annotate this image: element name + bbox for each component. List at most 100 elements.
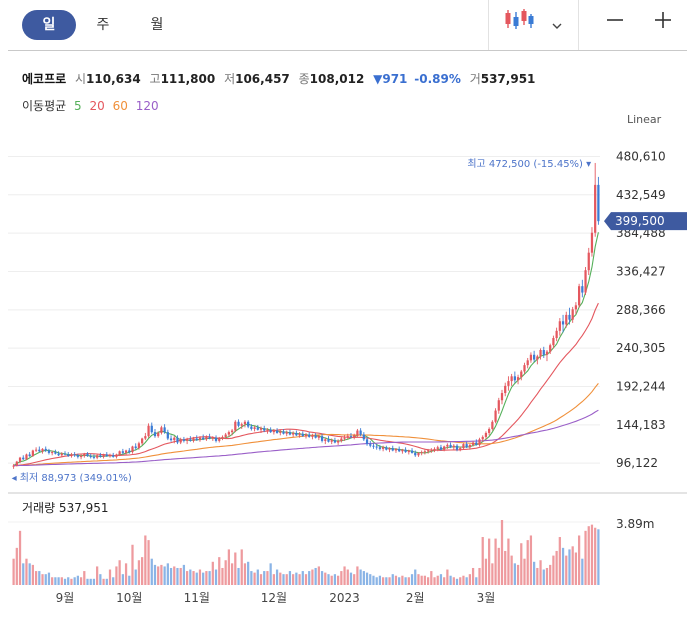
candle-body	[70, 454, 73, 457]
candle-body	[520, 371, 523, 378]
candle-body	[47, 450, 51, 453]
volume-bar	[253, 572, 256, 585]
candle-body	[99, 455, 102, 457]
candle-body	[452, 445, 455, 448]
period-tab-week[interactable]: 주	[96, 17, 110, 33]
volume-bar	[105, 578, 108, 585]
volume-bar	[211, 561, 214, 585]
volume-bar	[349, 572, 353, 585]
candle-body	[311, 435, 314, 437]
volume-bar	[102, 578, 105, 585]
candle-body	[253, 427, 256, 429]
volume-bar	[227, 549, 231, 585]
volume-bar	[455, 578, 459, 585]
candlestick-icon	[504, 1, 534, 49]
candle-body	[28, 454, 31, 457]
x-tick-label: 2월	[406, 591, 425, 605]
candle-body	[455, 445, 459, 450]
volume-bar	[28, 563, 31, 585]
candle-body	[404, 449, 407, 453]
low-value: 106,457	[235, 72, 290, 86]
candle-body	[552, 338, 555, 346]
volume-bar	[320, 571, 324, 585]
zoom-out-button[interactable]	[592, 0, 638, 50]
chevron-down-icon[interactable]	[552, 1, 562, 49]
volume-bar	[417, 574, 420, 585]
candle-body	[529, 354, 533, 361]
candle-body	[108, 455, 112, 457]
y-tick-label: 432,549	[616, 188, 666, 202]
period-tab-month[interactable]: 월	[150, 17, 164, 33]
candle-body	[401, 449, 404, 452]
volume-bar	[141, 557, 144, 585]
volume-bar	[500, 520, 504, 585]
candle-body	[144, 436, 147, 439]
candle-body	[542, 349, 545, 355]
volume-bar	[237, 567, 240, 585]
candle-body	[507, 381, 510, 386]
toolbar-divider	[578, 0, 579, 50]
volume-bar	[465, 577, 468, 585]
candle-body	[375, 446, 378, 448]
candle-body	[513, 376, 516, 381]
volume-bar	[166, 563, 169, 585]
candle-body	[359, 430, 362, 435]
candle-body	[237, 421, 240, 426]
volume-bar	[15, 547, 18, 585]
volume-bar	[314, 567, 317, 585]
candle-body	[166, 432, 169, 439]
zoom-in-button[interactable]	[640, 0, 686, 50]
candle-body	[182, 439, 186, 441]
volume-bar	[452, 577, 455, 585]
candle-body	[420, 452, 423, 454]
volume-bar	[44, 574, 47, 585]
candle-body	[343, 437, 346, 439]
moving-average-legend[interactable]: 이동평균 5 20 60 120	[22, 97, 159, 114]
volume-bar	[597, 529, 600, 585]
moving-average-label: 이동평균	[22, 99, 67, 113]
period-tab-day[interactable]: 일	[22, 10, 76, 40]
change-percent: -0.89%	[414, 72, 461, 86]
chart-type-button[interactable]	[496, 0, 570, 50]
candle-body	[314, 435, 317, 438]
volume-bar	[163, 566, 166, 585]
x-tick-label: 10월	[116, 591, 142, 605]
volume-bar	[22, 563, 25, 585]
volume-bar	[462, 575, 465, 585]
candle-body	[128, 450, 131, 453]
current-price-tag	[604, 212, 687, 231]
candle-body	[587, 252, 590, 271]
volume-bar	[25, 558, 28, 585]
candle-body	[134, 446, 137, 449]
volume-bar	[34, 571, 38, 585]
volume-bar	[391, 574, 394, 585]
candle-body	[57, 453, 60, 456]
volume-bar	[160, 564, 163, 585]
candle-body	[484, 432, 488, 437]
volume-bar	[394, 575, 398, 585]
volume-bar	[407, 577, 410, 585]
volume-bar	[507, 538, 510, 585]
volume-bar	[218, 557, 221, 585]
candle-body	[15, 461, 18, 466]
volume-bar	[404, 577, 407, 585]
volume-bar	[385, 577, 388, 585]
minus-icon	[605, 1, 625, 49]
y-tick-label: 192,244	[616, 379, 666, 393]
candle-body	[443, 446, 446, 450]
candle-body	[462, 444, 465, 449]
volume-bar	[60, 577, 63, 585]
volume-bar	[565, 555, 568, 585]
candle-body	[176, 437, 179, 443]
candle-body	[179, 439, 182, 443]
candle-body	[349, 436, 353, 438]
candle-body	[365, 439, 369, 445]
volume-bar	[67, 577, 70, 585]
scale-toggle[interactable]: Linear	[627, 113, 662, 126]
volume-bar	[539, 560, 542, 585]
candle-body	[198, 437, 202, 441]
candle-body	[295, 432, 298, 436]
candle-body	[388, 448, 391, 450]
volume-bar	[54, 577, 57, 585]
